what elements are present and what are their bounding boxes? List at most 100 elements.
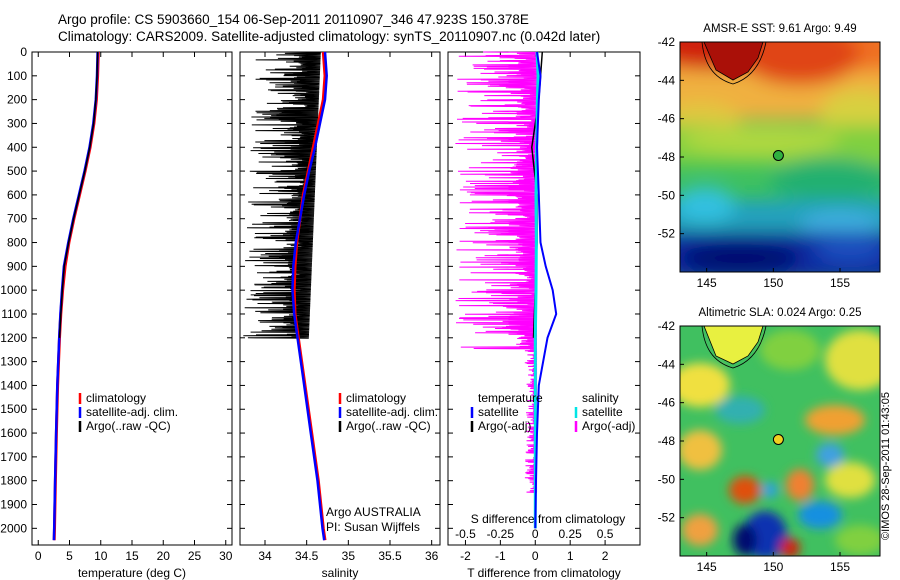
s-tick-label: -0.5 <box>455 527 476 541</box>
y-tick-label: 1600 <box>0 426 27 440</box>
sst-argo-marker <box>772 150 784 161</box>
map-y-tick-label: -46 <box>658 112 676 126</box>
map-x-tick-label: 155 <box>830 276 850 290</box>
map-y-tick-label: -50 <box>658 188 676 202</box>
x-tick-label: 5 <box>66 549 73 563</box>
y-tick-label: 1900 <box>0 498 27 512</box>
x-tick-label: 34 <box>258 549 272 563</box>
y-tick-label: 800 <box>7 236 27 250</box>
legend-label: climatology <box>346 391 406 405</box>
tasmania-coast-sla <box>703 326 764 365</box>
sla-map-title: Altimetric SLA: 0.024 Argo: 0.25 <box>698 307 861 319</box>
map-x-tick-label: 145 <box>697 276 717 290</box>
map-y-tick-label: -52 <box>658 511 676 525</box>
tasmania-coast-sst <box>703 42 764 81</box>
sst-map-title: AMSR-E SST: 9.61 Argo: 9.49 <box>703 23 856 35</box>
x-tick-label: 0 <box>35 549 42 563</box>
map-y-tick-label: -52 <box>658 227 676 241</box>
map-x-tick-label: 150 <box>763 560 783 574</box>
s-tick-label: 0.5 <box>597 527 614 541</box>
x-tick-label: 20 <box>157 549 171 563</box>
map-x-tick-label: 145 <box>697 560 717 574</box>
x-tick-label: 35 <box>342 549 356 563</box>
y-tick-label: 400 <box>7 140 27 154</box>
sla-argo-marker <box>772 434 784 445</box>
x-tick-label: 36 <box>425 549 439 563</box>
sst-map: AMSR-E SST: 9.61 Argo: 9.49 145 150 155 -42… <box>658 23 881 290</box>
y-tick-label: 900 <box>7 259 27 273</box>
y-tick-label: 200 <box>7 93 27 107</box>
sal-argo-noise <box>243 51 321 339</box>
x-tick-label: 0 <box>532 549 539 563</box>
climatology-title: Climatology: CARS2009. Satellite-adjuste… <box>58 29 601 44</box>
y-tick-label: 500 <box>7 164 27 178</box>
y-tick-label: 1300 <box>0 355 27 369</box>
y-tick-label: 600 <box>7 188 27 202</box>
legend-label: satellite-adj. clim. <box>346 405 438 419</box>
x-tick-label: -1 <box>495 549 506 563</box>
s-tick-label: -0.25 <box>487 527 515 541</box>
map-y-tick-label: -46 <box>658 396 676 410</box>
legend-label: climatology <box>86 391 146 405</box>
sla-map: Altimetric SLA: 0.024 Argo: 0.25 145 150 1… <box>658 307 881 574</box>
x-tick-label: 2 <box>602 549 609 563</box>
argo-caption: Argo AUSTRALIA <box>326 505 421 519</box>
sdiff-satellite-line <box>533 51 540 529</box>
sla-axis-ticks: 145 150 155 -42 -44 -46 -48 -50 -52 <box>658 319 851 574</box>
y-tick-label: 1400 <box>0 378 27 392</box>
tdiff-satellite-line <box>534 51 558 529</box>
sal-satellite-line <box>291 51 328 541</box>
difference-panel: -2 -1 0 1 2 T difference from climatology -0.5… <box>447 51 641 580</box>
plot-frame <box>31 51 233 546</box>
s-tick-label: 0 <box>532 527 539 541</box>
legend-label: Argo(-adj) <box>582 419 635 433</box>
sla-heatmap <box>680 326 880 556</box>
legend-label: Argo(-adj) <box>478 419 531 433</box>
map-y-tick-label: -44 <box>658 73 676 87</box>
x-tick-label: 35.5 <box>378 549 402 563</box>
plot-frame <box>239 51 441 546</box>
y-tick-label: 0 <box>20 45 27 59</box>
map-y-tick-label: -44 <box>658 357 676 371</box>
x-tick-label: 25 <box>188 549 202 563</box>
map-y-tick-label: -48 <box>658 150 676 164</box>
legend-label: satellite <box>478 405 519 419</box>
legend-label: Argo(..raw -QC) <box>346 419 431 433</box>
x-tick-label: 15 <box>125 549 139 563</box>
y-tick-label: 1200 <box>0 331 27 345</box>
legend-label: temperature <box>478 391 543 405</box>
s-axis-label: S difference from climatology <box>471 512 626 526</box>
legend-label: Argo(..raw -QC) <box>86 419 171 433</box>
y-tick-label: 1800 <box>0 474 27 488</box>
y-tick-label: 1000 <box>0 283 27 297</box>
map-y-tick-label: -42 <box>658 319 676 333</box>
map-y-tick-label: -50 <box>658 472 676 486</box>
salinity-panel: 34 34.5 35 35.5 36 salinity climatologysatelli… <box>239 51 441 580</box>
legend-label: satellite-adj. clim. <box>86 405 178 419</box>
temperature-panel: 0 5 10 15 20 25 300100200300400500600700800900… <box>0 45 232 580</box>
y-tick-label: 1100 <box>1 307 27 321</box>
x-tick-label: 30 <box>219 549 233 563</box>
legend-label: salinity <box>582 391 619 405</box>
x-axis-label: salinity <box>322 566 359 580</box>
y-tick-label: 300 <box>7 116 27 130</box>
x-tick-label: 1 <box>567 549 574 563</box>
y-tick-label: 1500 <box>0 402 27 416</box>
sst-axis-ticks: 145 150 155 -42 -44 -46 -48 -50 -52 <box>658 35 851 290</box>
x-axis-label: T difference from climatology <box>467 566 621 580</box>
y-tick-label: 700 <box>7 212 27 226</box>
map-x-tick-label: 150 <box>763 276 783 290</box>
map-x-tick-label: 155 <box>830 560 850 574</box>
x-tick-label: -2 <box>460 549 471 563</box>
y-tick-label: 100 <box>7 69 27 83</box>
y-tick-label: 2000 <box>0 521 27 535</box>
x-tick-label: 34.5 <box>295 549 319 563</box>
legend-label: satellite <box>582 405 623 419</box>
pi-caption: PI: Susan Wijffels <box>326 520 420 534</box>
imos-credit: ©IMOS 28-Sep-2011 01:43:05 <box>880 392 892 540</box>
x-axis-label: temperature (deg C) <box>78 566 186 580</box>
y-tick-label: 1700 <box>0 450 27 464</box>
map-y-tick-label: -48 <box>658 434 676 448</box>
profile-title: Argo profile: CS 5903660_154 06-Sep-2011… <box>58 12 529 27</box>
